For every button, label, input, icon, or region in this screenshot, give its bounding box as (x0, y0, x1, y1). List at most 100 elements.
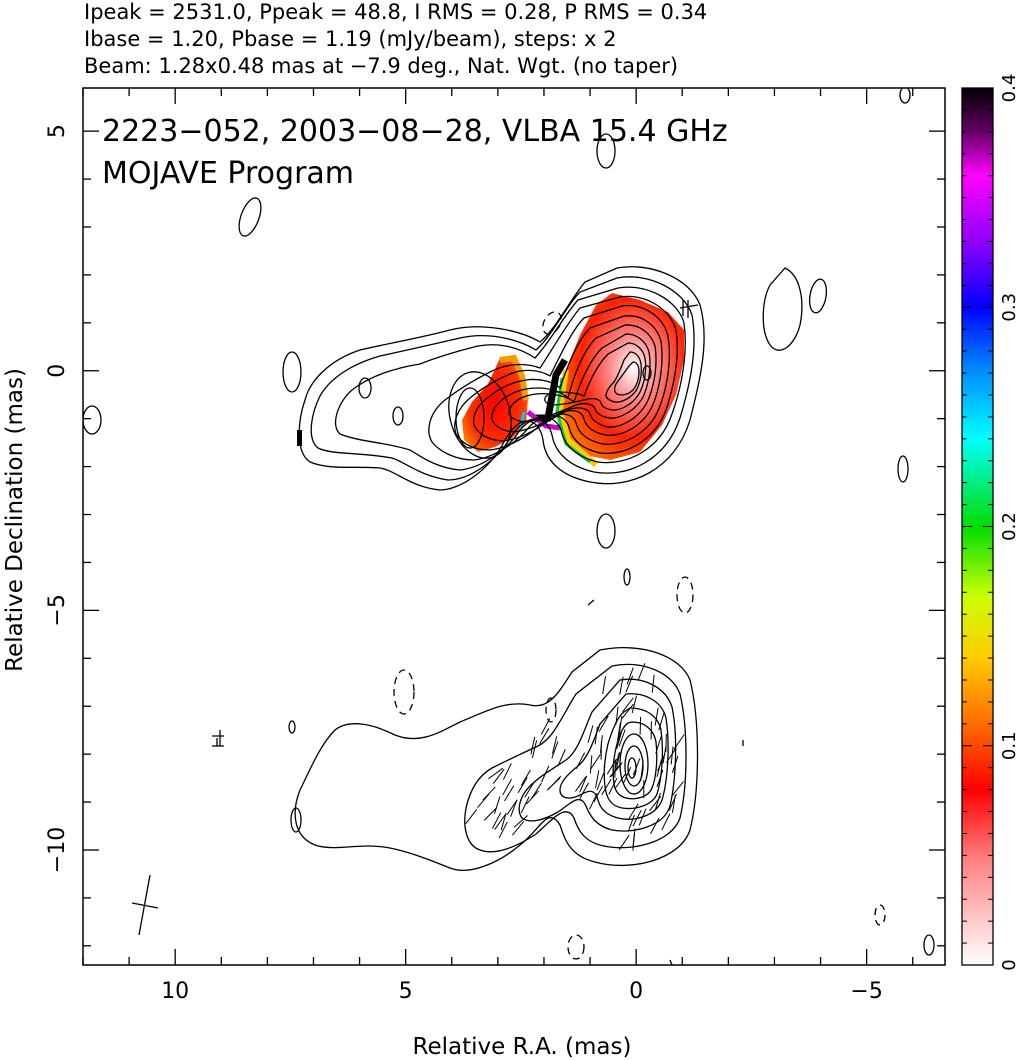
evpa-stick (622, 697, 634, 713)
evpa-stick (579, 775, 588, 793)
knot-pol-edge (499, 354, 529, 401)
evpa-stick (671, 755, 679, 774)
evpa-stick (637, 663, 646, 681)
evpa-stick (589, 792, 598, 810)
evpa-stick (627, 814, 635, 832)
plot-content (83, 88, 935, 965)
evpa-stick (579, 782, 589, 799)
evpa-stick (593, 785, 604, 803)
evpa-stick (608, 777, 618, 795)
evpa-stick (531, 740, 538, 759)
evpa-stick (517, 777, 528, 794)
evpa-stick (498, 821, 508, 839)
evpa-stick (657, 754, 666, 771)
evpa-stick (618, 729, 626, 747)
evpa-stick (614, 752, 620, 771)
evpa-stick (615, 706, 619, 725)
header-line-2: Ibase = 1.20, Pbase = 1.19 (mJy/beam), s… (84, 27, 616, 51)
y-tick-label: 5 (45, 124, 70, 138)
evpa-stick (541, 765, 550, 783)
evpa-stick (500, 812, 507, 831)
evpa-stick (638, 808, 647, 826)
evpa-stick (618, 834, 630, 851)
colorbar-label: 0 (999, 959, 1020, 970)
upper-contours (83, 88, 911, 614)
colorbar-ticks (962, 87, 993, 966)
evpa-stick (617, 722, 621, 741)
evpa-stick (658, 712, 665, 731)
colorbar-labels: 0 0.1 0.2 0.3 0.4 (999, 74, 1020, 971)
plot-frame (82, 87, 946, 966)
evpa-stick (540, 718, 551, 735)
evpa-stick (666, 747, 677, 764)
evpa-stick (526, 790, 540, 805)
evpa-stick (622, 766, 632, 784)
evpa-stick (671, 781, 684, 796)
evpa-stick (616, 731, 623, 750)
evpa-stick (654, 707, 659, 726)
lower-contours (212, 647, 935, 965)
evpa-stick (595, 770, 600, 789)
core-pol-edge (556, 369, 598, 468)
evpa-stick (631, 695, 638, 714)
evpa-stick (510, 799, 518, 817)
evpa-stick (520, 769, 531, 786)
y-tick-labels: 5 0 −5 −10 (45, 124, 70, 873)
chart-title: 2223−052, 2003−08−28, VLBA 15.4 GHz (102, 114, 728, 149)
evpa-stick (520, 796, 530, 813)
x-tick-label: −5 (850, 979, 882, 1004)
colorbar-label: 0.3 (999, 293, 1020, 322)
evpa-stick (673, 734, 685, 750)
evpa-stick (598, 715, 609, 732)
evpa-stick (530, 736, 536, 755)
evpa-stick (502, 778, 512, 796)
beam-marker (131, 874, 159, 936)
evpa-stick (610, 762, 623, 777)
evpa-stick (488, 767, 504, 780)
evpa-stick (654, 792, 661, 811)
colorbar-label: 0.2 (999, 512, 1020, 541)
evpa-stick (492, 768, 505, 784)
header-line-1: Ipeak = 2531.0, Ppeak = 48.8, I RMS = 0.… (84, 0, 707, 24)
colorbar-label: 0.1 (999, 731, 1020, 760)
evpa-stick (513, 815, 528, 828)
evpa-stick (670, 746, 674, 765)
evpa-stick (465, 809, 478, 824)
evpa-stick (632, 832, 636, 851)
evpa-stick (531, 782, 542, 799)
y-tick-label: 0 (45, 364, 70, 378)
evpa-stick (671, 794, 676, 813)
evpa-stick (651, 674, 655, 693)
evpa-stick (594, 726, 598, 745)
evpa-vectors (465, 663, 685, 851)
gap-pol-2 (526, 410, 561, 431)
evpa-stick (491, 812, 502, 829)
evpa-stick (504, 785, 515, 802)
evpa-stick (619, 676, 624, 695)
evpa-stick (621, 703, 634, 719)
evpa-stick (632, 758, 641, 776)
evpa-stick (625, 675, 634, 693)
colorbar-label: 0.4 (999, 74, 1020, 103)
evpa-stick (590, 753, 601, 770)
evpa-stick (601, 778, 612, 795)
x-tick-labels: 10 5 0 −5 (161, 979, 883, 1004)
evpa-stick (602, 676, 607, 695)
chart-subtitle: MOJAVE Program (102, 156, 354, 191)
evpa-stick (650, 817, 660, 835)
evpa-stick (615, 772, 627, 789)
evpa-stick (656, 769, 664, 788)
evpa-stick (628, 803, 639, 820)
x-tick-label: 0 (629, 979, 643, 1004)
evpa-stick (494, 796, 501, 814)
y-tick-label: −10 (45, 827, 70, 873)
evpa-stick (546, 777, 561, 791)
x-axis-label: Relative R.A. (mas) (413, 1034, 632, 1060)
evpa-stick (589, 755, 593, 774)
evpa-stick (632, 809, 642, 827)
evpa-stick (502, 763, 512, 780)
evpa-stick (661, 813, 671, 831)
y-tick-label: −5 (45, 594, 70, 626)
evpa-stick (524, 781, 535, 798)
